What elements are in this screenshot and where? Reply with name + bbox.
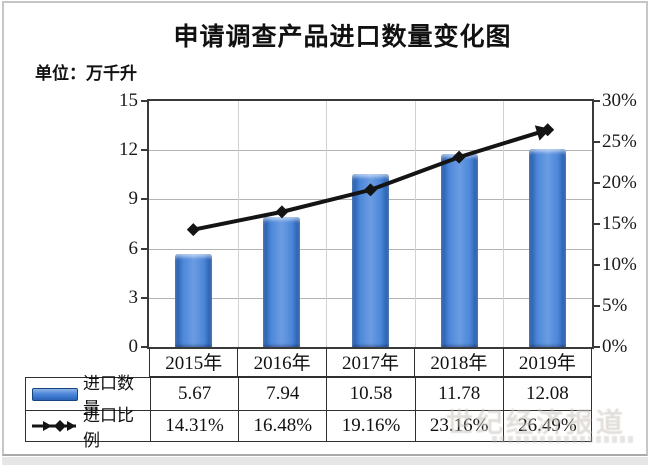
left-axis-tick — [141, 198, 147, 201]
value-cell-2018年-qty: 11.78 — [414, 378, 503, 410]
right-axis-tick-label: 10% — [602, 254, 637, 275]
right-axis-tick — [594, 305, 600, 307]
value-cell-2018年-ratio: 23.16% — [414, 410, 503, 441]
bar-series-swatch-icon — [32, 387, 78, 401]
year-cell: 2017年 — [327, 347, 416, 376]
diamond-marker-icon — [364, 183, 377, 197]
left-axis-tick-label: 9 — [128, 188, 139, 210]
watermark: 世纪经济报道 — [446, 408, 626, 438]
legend-cell-line: 进口比例 — [26, 406, 150, 450]
right-axis-tick-label: 30% — [602, 90, 637, 111]
series-name-label: 进口数量 — [83, 374, 134, 418]
right-axis-tick-label: 5% — [602, 295, 628, 316]
right-axis-tick — [594, 141, 600, 143]
series-name-label: 进口比例 — [83, 406, 134, 450]
right-axis-tick-label: 0% — [602, 336, 628, 357]
left-axis-tick-label: 3 — [128, 286, 139, 308]
right-axis-tick-label: 15% — [602, 213, 637, 234]
value-cell-2015年-qty: 5.67 — [150, 378, 238, 410]
plot-area — [147, 99, 594, 349]
value-cell-2015年-ratio: 14.31% — [150, 410, 239, 441]
bar-2018年 — [440, 153, 478, 347]
value-cell-2017年-ratio: 19.16% — [326, 410, 415, 441]
year-cell: 2018年 — [415, 347, 504, 376]
left-axis-tick — [141, 296, 147, 299]
left-axis-tick-label: 0 — [128, 336, 139, 357]
gridline-vertical — [503, 101, 505, 347]
value-cell-2016年-qty: 7.94 — [238, 378, 326, 410]
left-axis-tick — [141, 247, 147, 250]
value-cell-2019年-qty: 12.08 — [502, 378, 591, 410]
unit-label: 单位：万千升 — [35, 64, 137, 83]
left-axis-tick-label: 12 — [119, 139, 138, 161]
gridline-vertical — [326, 101, 328, 347]
diamond-marker-icon — [541, 123, 555, 137]
right-axis-tick-label: 25% — [602, 131, 637, 152]
year-cell: 2015年 — [150, 347, 239, 376]
legend-cell-bar: 进口数量 — [26, 374, 150, 418]
gridline-vertical — [237, 101, 239, 347]
left-axis-tick — [141, 100, 147, 102]
right-axis-tick — [594, 346, 600, 348]
left-axis-tick-label: 6 — [128, 237, 139, 259]
line-series-legend-icon — [32, 420, 76, 432]
diamond-marker-icon — [186, 223, 200, 237]
bar-2019年 — [529, 148, 567, 347]
right-axis-tick — [594, 100, 600, 102]
right-axis-tick-label: 20% — [602, 172, 637, 193]
value-cell-2017年-qty: 10.58 — [326, 378, 414, 410]
diamond-marker-icon — [452, 150, 466, 164]
diamond-marker-icon — [54, 420, 66, 432]
left-axis-tick — [141, 346, 147, 348]
watermark-subtext — [492, 436, 634, 443]
year-cell: 2016年 — [238, 347, 327, 376]
diamond-marker-icon — [275, 205, 289, 219]
right-axis-tick — [594, 264, 600, 266]
bar-2015年 — [174, 254, 212, 347]
bar-2016年 — [263, 216, 301, 347]
frame-bottom-edge — [2, 457, 648, 465]
value-cell-2019年-ratio: 26.49% — [502, 410, 591, 441]
right-axis-tick — [594, 182, 600, 184]
left-axis-tick — [141, 149, 147, 152]
gridline-horizontal — [149, 150, 592, 152]
line-series — [186, 123, 555, 237]
bar-2017年 — [352, 173, 389, 347]
left-axis-tick-label: 15 — [119, 90, 138, 111]
trend-line — [192, 127, 549, 232]
value-cell-2016年-ratio: 16.48% — [238, 410, 327, 441]
arrowhead-icon — [43, 421, 52, 431]
right-axis-tick — [594, 223, 600, 225]
chart-title: 申请调查产品进口数量变化图 — [173, 23, 512, 51]
x-axis-labels: 2015年 2016年 2017年 2018年 2019年 — [149, 347, 592, 377]
data-table: 进口数量 5.67 7.94 10.58 11.78 12.08 进口比例 14.31% 16.… — [25, 374, 592, 450]
gridline-vertical — [414, 101, 416, 347]
year-cell: 2019年 — [518, 353, 576, 374]
arrowhead-icon — [67, 421, 76, 431]
